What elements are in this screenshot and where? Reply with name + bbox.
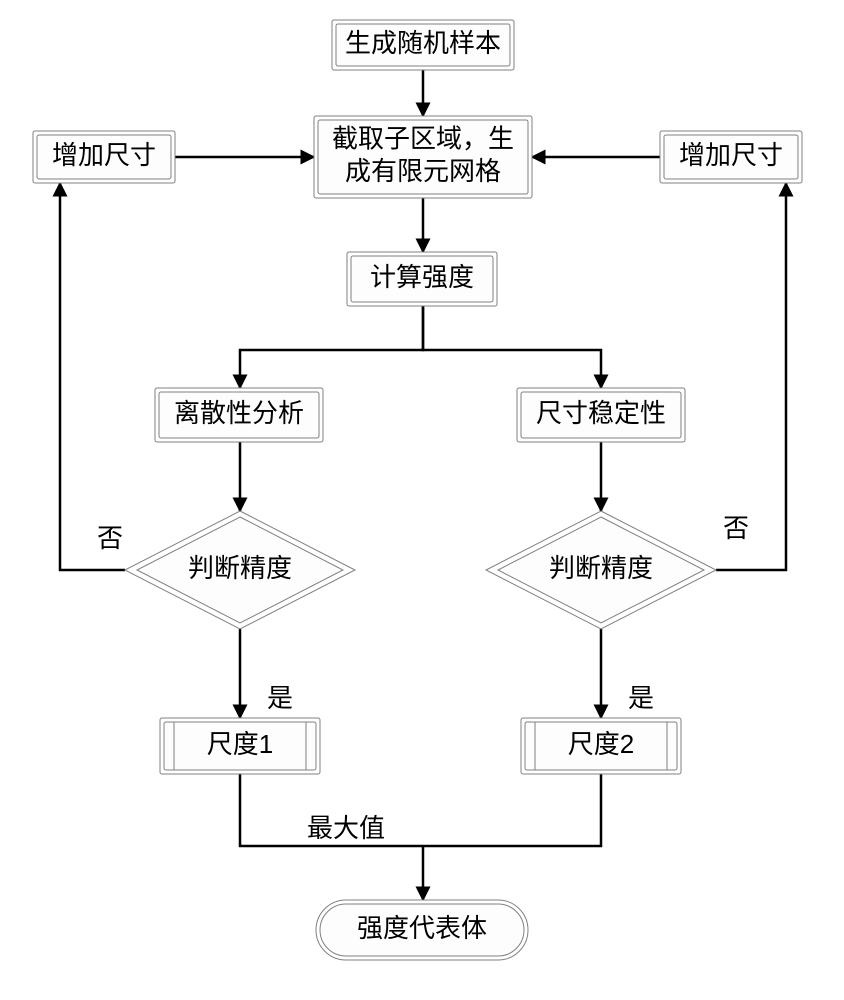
svg-text:是: 是 — [628, 683, 654, 713]
svg-text:生成随机样本: 生成随机样本 — [345, 28, 501, 58]
node-t1: 强度代表体 — [316, 900, 528, 960]
svg-text:尺度1: 尺度1 — [207, 729, 273, 759]
svg-text:最大值: 最大值 — [307, 813, 385, 843]
node-s1: 尺度1 — [160, 718, 320, 774]
svg-text:计算强度: 计算强度 — [370, 262, 474, 292]
node-iR: 增加尺寸 — [660, 131, 802, 183]
svg-text:增加尺寸: 增加尺寸 — [679, 140, 783, 170]
svg-text:是: 是 — [267, 683, 293, 713]
svg-text:否: 否 — [723, 513, 749, 543]
node-s2: 尺度2 — [521, 718, 681, 774]
node-n5: 尺寸稳定性 — [517, 388, 685, 442]
node-iL: 增加尺寸 — [33, 131, 175, 183]
svg-text:尺度2: 尺度2 — [568, 729, 634, 759]
svg-text:判断精度: 判断精度 — [549, 553, 653, 583]
node-n2: 截取子区域，生成有限元网格 — [314, 116, 532, 198]
node-n1: 生成随机样本 — [332, 20, 514, 70]
svg-text:离散性分析: 离散性分析 — [174, 398, 304, 428]
svg-text:成有限元网格: 成有限元网格 — [345, 156, 501, 186]
svg-text:增加尺寸: 增加尺寸 — [52, 140, 156, 170]
svg-text:尺寸稳定性: 尺寸稳定性 — [536, 398, 666, 428]
node-n4: 离散性分析 — [155, 388, 323, 442]
node-n3: 计算强度 — [347, 252, 497, 306]
svg-text:强度代表体: 强度代表体 — [357, 913, 487, 943]
svg-text:判断精度: 判断精度 — [188, 553, 292, 583]
node-d2: 判断精度 — [486, 511, 716, 629]
node-d1: 判断精度 — [125, 511, 355, 629]
svg-text:否: 否 — [97, 523, 123, 553]
svg-text:截取子区域，生: 截取子区域，生 — [332, 124, 514, 154]
